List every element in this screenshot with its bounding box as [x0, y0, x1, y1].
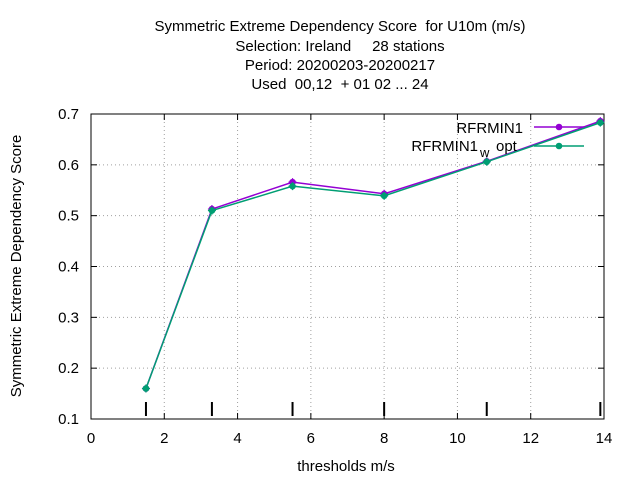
x-tick-label: 8 [380, 430, 388, 447]
y-tick-label: 0.2 [58, 360, 79, 377]
y-axis-label: Symmetric Extreme Dependency Score [8, 135, 25, 398]
y-tick-label: 0.3 [58, 309, 79, 326]
legend-label-rfrmin1: RFRMIN1 [456, 120, 523, 137]
x-tick-label: 2 [160, 430, 168, 447]
x-tick-label: 10 [449, 430, 466, 447]
x-axis-label: thresholds m/s [297, 458, 395, 475]
x-tick-label: 6 [307, 430, 315, 447]
data-point-cross [482, 157, 491, 166]
series-line-2 [145, 121, 601, 389]
y-tick-label: 0.5 [58, 208, 79, 225]
chart-title-line-1: Symmetric Extreme Dependency Score for U… [154, 18, 526, 35]
chart-title-line-2: Selection: Ireland 28 stations [235, 38, 445, 55]
grid [91, 114, 604, 419]
series-line-1 [145, 120, 601, 389]
data-point-cross [141, 384, 150, 393]
y-tick-label: 0.7 [58, 106, 79, 123]
data-point-cross [207, 206, 216, 215]
x-tick-label: 14 [596, 430, 613, 447]
data-point-cross [596, 118, 605, 127]
series [141, 117, 605, 393]
chart-title-line-4: Used 00,12 + 01 02 ... 24 [251, 76, 429, 93]
x-tick-label: 12 [522, 430, 539, 447]
x-tick-label: 4 [233, 430, 241, 447]
y-tick-label: 0.1 [58, 411, 79, 428]
ticks: 0 2 4 6 8 10 12 14 0.1 0.2 0.3 0.4 0.5 0.6 0.7 [58, 106, 612, 447]
legend: RFRMIN1 RFRMIN1 w opt [411, 120, 584, 160]
threshold-markers [144, 402, 602, 416]
data-point-cross [288, 182, 297, 191]
x-tick-label: 0 [87, 430, 95, 447]
y-tick-label: 0.4 [58, 259, 79, 276]
legend-label-rfrmin1-wopt-sub: w [479, 145, 490, 160]
legend-label-rfrmin1-wopt-main: RFRMIN1 [411, 138, 478, 155]
legend-label-rfrmin1-wopt-tail: opt [496, 138, 518, 155]
data-point-cross [380, 191, 389, 200]
y-tick-label: 0.6 [58, 157, 79, 174]
chart-title-line-3: Period: 20200203-20200217 [244, 57, 436, 74]
legend-marker-2 [555, 142, 563, 150]
legend-marker-1 [555, 123, 563, 131]
